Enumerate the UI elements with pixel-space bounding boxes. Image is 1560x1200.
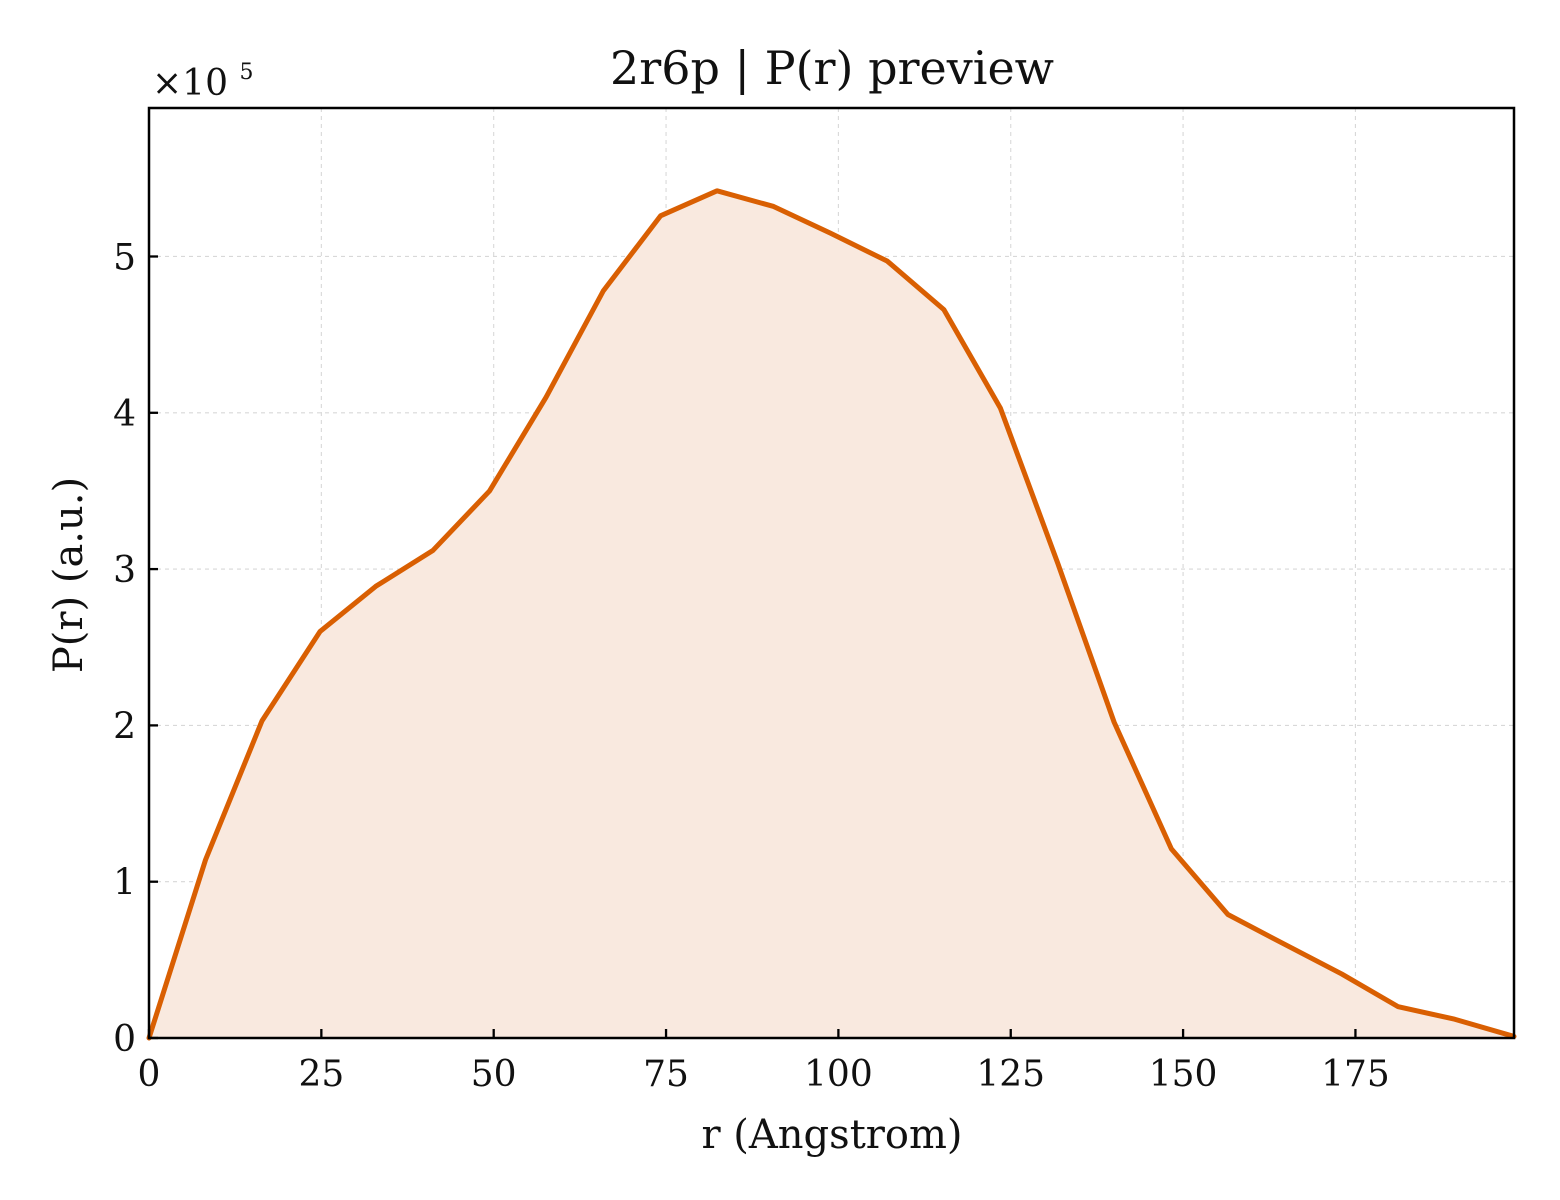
x-tick-label: 100 [804,1054,873,1095]
y-axis-multiplier: ×10 5 [152,60,253,104]
tick-layer [147,255,1357,1040]
x-tick-label: 50 [471,1054,517,1095]
x-tick-label: 25 [298,1054,344,1095]
y-axis-label: P(r) (a.u.) [46,477,92,673]
pr-area-fill [149,190,1514,1038]
y-tick-label: 3 [113,550,136,591]
x-tick-label: 175 [1321,1054,1390,1095]
x-axis-label: r (Angstrom) [701,1112,962,1158]
y-tick-label: 1 [113,863,136,904]
y-tick-label: 5 [113,237,136,278]
chart-title: 2r6p | P(r) preview [610,41,1054,95]
x-tick-label: 75 [643,1054,689,1095]
pr-series-line [146,188,1517,1041]
y-tick-label: 4 [113,394,136,435]
y-tick-label: 0 [113,1019,136,1060]
tick-label-layer: 0 25 50 75 100 125 150 175 0 1 2 3 4 5 [113,237,1390,1095]
y-axis-multiplier-exponent: 5 [239,60,253,85]
y-axis-multiplier-base: ×10 [152,63,228,104]
x-tick-label: 125 [976,1054,1045,1095]
plot-frame [147,106,1516,1040]
y-tick-label: 2 [113,706,136,747]
x-tick-label: 0 [138,1054,161,1095]
x-tick-label: 150 [1149,1054,1218,1095]
